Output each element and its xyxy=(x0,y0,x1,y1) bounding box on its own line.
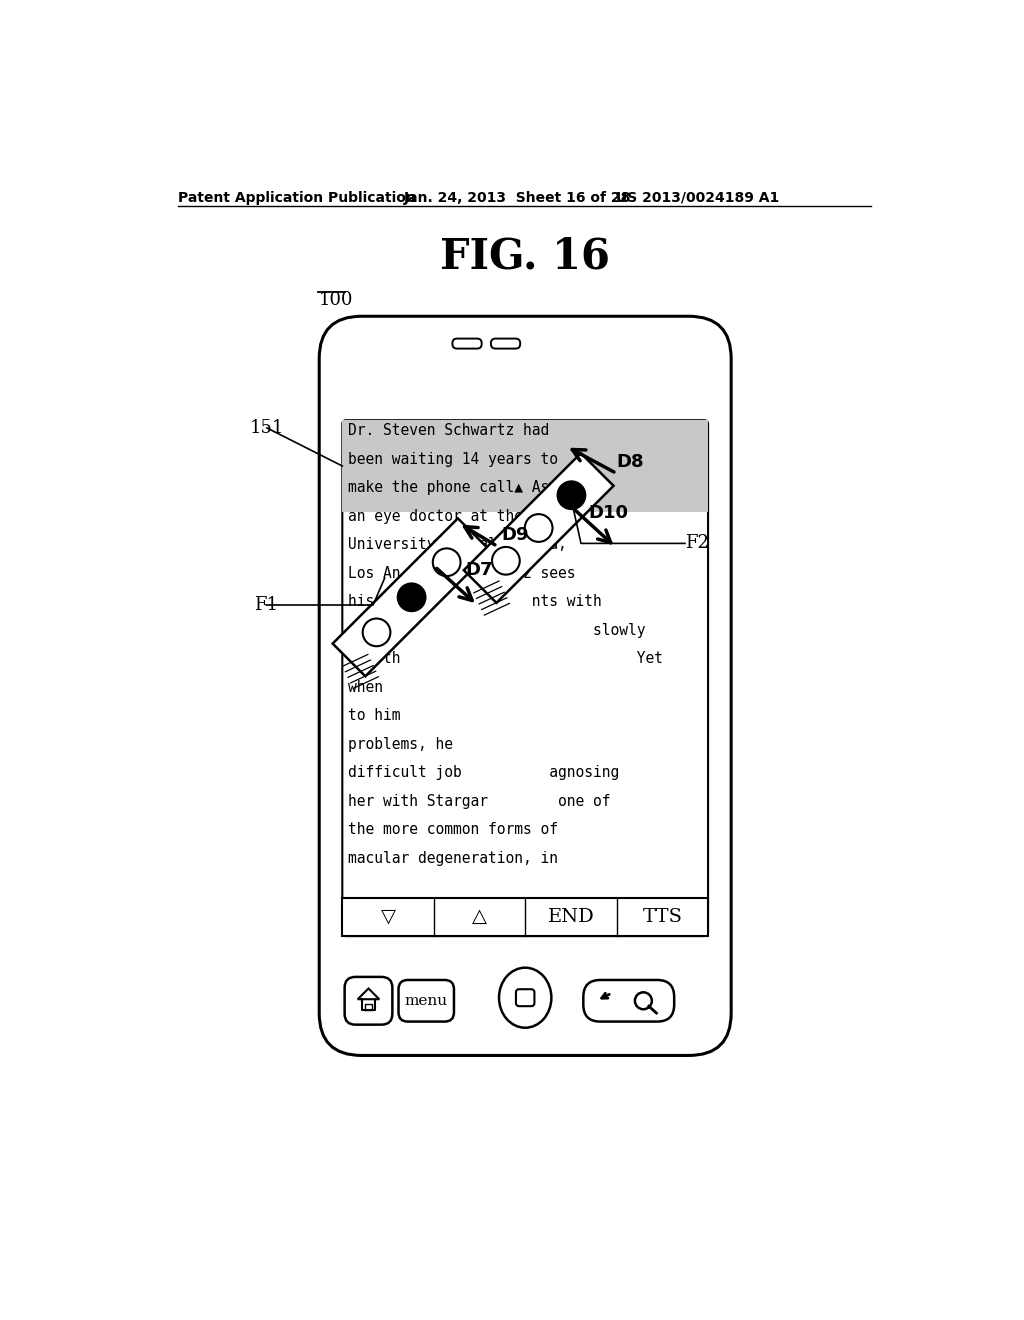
FancyBboxPatch shape xyxy=(342,420,708,936)
Text: D8: D8 xyxy=(616,453,644,471)
Text: when: when xyxy=(348,680,383,694)
Text: difficult job          agnosing: difficult job agnosing xyxy=(348,766,618,780)
Text: the more common forms of: the more common forms of xyxy=(348,822,558,837)
FancyBboxPatch shape xyxy=(345,977,392,1024)
Text: serious                     slowly: serious slowly xyxy=(348,623,645,638)
FancyBboxPatch shape xyxy=(490,339,520,348)
Polygon shape xyxy=(333,519,490,676)
Text: △: △ xyxy=(472,908,487,925)
Bar xyxy=(342,420,708,512)
Ellipse shape xyxy=(499,968,551,1028)
Text: ▽: ▽ xyxy=(381,908,395,925)
Text: macular degeneration, in: macular degeneration, in xyxy=(348,850,558,866)
Circle shape xyxy=(558,482,586,510)
Text: D9: D9 xyxy=(501,525,528,544)
Text: Los An         hwartz sees: Los An hwartz sees xyxy=(348,566,575,581)
Text: F2: F2 xyxy=(685,535,709,552)
Text: Jan. 24, 2013  Sheet 16 of 28: Jan. 24, 2013 Sheet 16 of 28 xyxy=(403,191,631,205)
Text: University of California,: University of California, xyxy=(348,537,566,552)
Text: make the phone call▲ As: make the phone call▲ As xyxy=(348,480,549,495)
Circle shape xyxy=(525,513,553,543)
Text: rob th                           Yet: rob th Yet xyxy=(348,651,663,667)
Text: US 2013/0024189 A1: US 2013/0024189 A1 xyxy=(615,191,779,205)
Text: TTS: TTS xyxy=(642,908,682,925)
Text: problems, he: problems, he xyxy=(348,737,453,751)
Text: an eye doctor at the: an eye doctor at the xyxy=(348,508,522,524)
Text: D7: D7 xyxy=(466,561,493,579)
FancyBboxPatch shape xyxy=(398,979,454,1022)
Text: END: END xyxy=(548,908,594,925)
Text: his                  nts with: his nts with xyxy=(348,594,601,610)
Text: been waiting 14 years to: been waiting 14 years to xyxy=(348,451,558,467)
FancyBboxPatch shape xyxy=(584,979,674,1022)
Circle shape xyxy=(397,583,425,611)
Text: FIG. 16: FIG. 16 xyxy=(439,235,610,277)
FancyBboxPatch shape xyxy=(319,317,731,1056)
FancyBboxPatch shape xyxy=(453,339,481,348)
Circle shape xyxy=(492,546,520,574)
Text: Patent Application Publication: Patent Application Publication xyxy=(178,191,416,205)
Text: to him: to him xyxy=(348,708,400,723)
Circle shape xyxy=(433,548,461,576)
Text: F1: F1 xyxy=(254,597,278,614)
Bar xyxy=(342,898,708,936)
Text: her with Stargar        one of: her with Stargar one of xyxy=(348,793,610,809)
Text: Dr. Steven Schwartz had: Dr. Steven Schwartz had xyxy=(348,424,549,438)
Polygon shape xyxy=(464,453,613,603)
Text: 151: 151 xyxy=(250,418,285,437)
Text: 100: 100 xyxy=(318,290,353,309)
Circle shape xyxy=(362,619,390,647)
Text: D10: D10 xyxy=(589,504,629,521)
Text: menu: menu xyxy=(404,994,447,1007)
